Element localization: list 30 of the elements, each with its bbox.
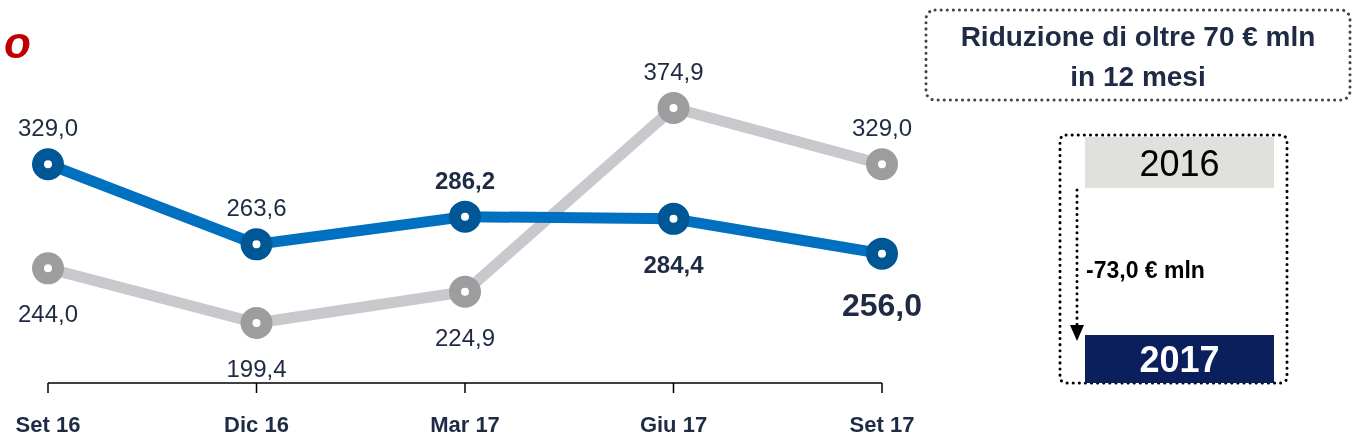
text: Riduzione di oltre 70 € mln in 12 mesi	[960, 21, 1316, 92]
data-label: 224,9	[434, 323, 496, 351]
data-label: 329,0	[17, 114, 79, 142]
data-label: 329,0	[851, 114, 913, 142]
point	[449, 200, 481, 233]
x-tick-label: Giu 17	[639, 412, 708, 437]
text: 2017	[1139, 339, 1220, 380]
data-label: 199,4	[226, 355, 287, 382]
data-label: 244,0	[17, 300, 79, 328]
point	[449, 275, 481, 308]
x-tick-label: Mar 17	[430, 412, 500, 437]
x-tick-label: Set 17	[849, 412, 915, 437]
data-label: 256,0	[841, 286, 923, 323]
text: 2016	[1139, 143, 1220, 184]
data-label: 374,9	[643, 58, 704, 85]
data-label: 284,4	[643, 250, 705, 278]
data-label: 263,6	[226, 194, 287, 222]
x-tick-label: Dic 16	[224, 412, 289, 437]
text: -73,0 € mln	[1086, 257, 1205, 283]
point	[657, 202, 690, 235]
x-tick-label: Set 16	[15, 412, 81, 437]
point	[657, 92, 690, 124]
point	[240, 228, 273, 261]
point	[866, 237, 898, 270]
point	[240, 307, 273, 339]
point	[866, 148, 898, 181]
data-label: 286,2	[434, 166, 496, 194]
chart-title: o	[4, 18, 31, 67]
point	[32, 148, 64, 181]
point	[32, 252, 64, 285]
